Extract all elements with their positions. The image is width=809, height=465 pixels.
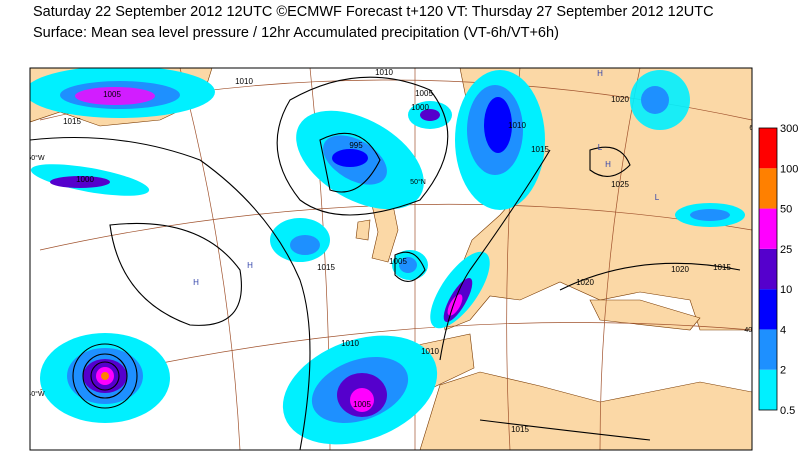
- colorbar-band: [759, 289, 777, 330]
- isobar-label: 1005: [103, 90, 121, 99]
- pressure-center: H: [193, 278, 199, 287]
- graticule-label: 60°E: [749, 124, 765, 132]
- colorbar-band: [759, 128, 777, 169]
- isobar-label: 1025: [611, 180, 629, 189]
- graticule-label: 20°W: [361, 60, 379, 68]
- colorbar-label: 4: [780, 324, 786, 336]
- graticule-label: 40°W: [296, 60, 314, 68]
- pressure-center: L: [598, 143, 603, 152]
- isobar-label: 1010: [508, 121, 526, 130]
- isobar-label: 1020: [611, 95, 629, 104]
- isobar-label: 1020: [671, 265, 689, 274]
- map: 60°W 40°W 20°W 0°E 20°E 40°E 60°E60°W40°W20°W 0…: [27, 60, 765, 450]
- isobar-label: 1020: [576, 278, 594, 287]
- graticule-label: 60°W: [27, 154, 45, 162]
- isobar-label: 1000: [76, 175, 94, 184]
- colorbar: 0.5 2 4 10 25 50 100 300: [758, 123, 798, 417]
- title: Saturday 22 September 2012 12UTC ©ECMWF …: [33, 4, 714, 20]
- graticule-label: 20°E: [457, 60, 473, 68]
- pressure-center: H: [247, 261, 253, 270]
- isobar-label: 1015: [63, 117, 81, 126]
- graticule-label: 50°N: [410, 178, 426, 186]
- colorbar-band: [759, 248, 777, 290]
- colorbar-label: 300: [780, 123, 798, 135]
- graticule-label: 60°E: [640, 60, 656, 68]
- graticule-label: 40°W: [27, 390, 45, 398]
- graticule-label: 60°W: [174, 60, 192, 68]
- isobar-label: 1015: [713, 263, 731, 272]
- subtitle: Surface: Mean sea level pressure / 12hr …: [33, 25, 559, 41]
- colorbar-label: 100: [780, 163, 798, 175]
- pressure-center: L: [655, 193, 660, 202]
- isobar-label: 1010: [235, 77, 253, 86]
- isobar-label: 1010: [341, 339, 359, 348]
- colorbar-frame: [758, 127, 778, 411]
- colorbar-band: [759, 369, 777, 410]
- pressure-center: H: [597, 69, 603, 78]
- isobar-label: 1005: [389, 257, 407, 266]
- graticule-label: 0°E: [409, 60, 421, 68]
- graticule-label: 40°E: [517, 60, 533, 68]
- colorbar-band: [759, 329, 777, 370]
- map-frame: [29, 67, 753, 451]
- colorbar-band: [759, 168, 777, 209]
- pressure-center: H: [605, 160, 611, 169]
- isobar-label: 1005: [353, 400, 371, 409]
- colorbar-label: 25: [780, 244, 792, 256]
- isobars: [30, 76, 741, 450]
- colorbar-label: 50: [780, 204, 792, 216]
- graticule-label: 40°E: [744, 326, 760, 334]
- colorbar-band: [759, 208, 777, 249]
- colorbar-label: 10: [780, 284, 792, 296]
- isobar-label: 1010: [421, 347, 439, 356]
- colorbar-label: 0.5: [780, 405, 795, 417]
- isobar-label: 995: [349, 141, 363, 150]
- isobar-label: 1015: [531, 145, 549, 154]
- colorbar-label: 2: [780, 365, 786, 377]
- isobar-label: 1010: [375, 68, 393, 77]
- isobar-label: 1005: [415, 89, 433, 98]
- isobar-label: 1000: [411, 103, 429, 112]
- precipitation: [30, 68, 745, 445]
- isobar-label: 1015: [511, 425, 529, 434]
- isobar-label: 1015: [317, 263, 335, 272]
